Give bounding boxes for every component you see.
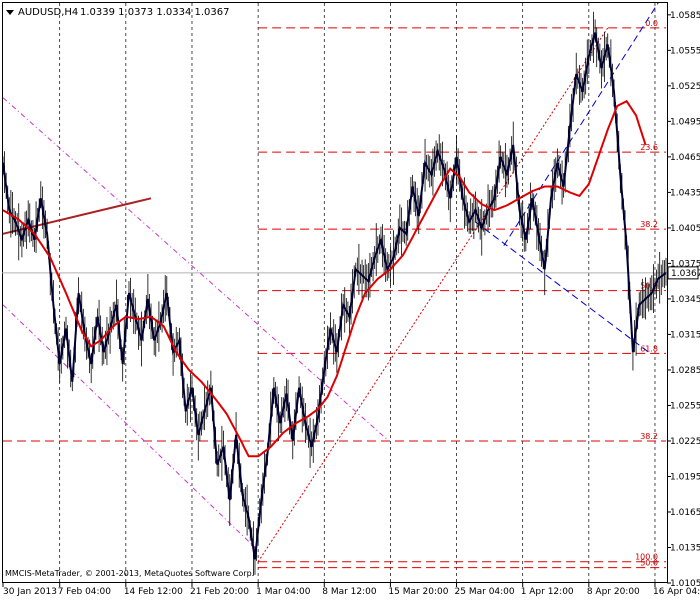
y-tick-label: 1.0465 (670, 153, 700, 163)
y-tick-label: 1.0255 (670, 401, 700, 411)
current-price-tag: 1.0367 (667, 266, 700, 280)
x-tick-label: 1 Apr 12:00 (521, 587, 574, 597)
y-tick-label: 1.0435 (670, 188, 700, 198)
y-tick-label: 1.0225 (670, 437, 700, 447)
fib-level-label: 100.0 (635, 553, 658, 562)
x-tick-label: 15 Mar 20:00 (388, 587, 448, 597)
y-tick-label: 1.0135 (670, 543, 700, 553)
tangent-line (475, 221, 649, 353)
fib-level-label: 38.2 (640, 220, 658, 229)
series (2, 32, 667, 560)
x-tick-label: 8 Mar 12:00 (322, 587, 377, 597)
x-tick-label: 8 Apr 20:00 (587, 587, 640, 597)
y-tick-label: 1.0375 (670, 259, 700, 269)
x-tick-label: 14 Feb 12:00 (124, 587, 183, 597)
ohlc-label: 1.0339 1.0373 1.0334 1.0367 (80, 7, 230, 18)
grid (2, 3, 667, 583)
fib-level-label: 50.0 (640, 282, 658, 291)
current-price-value: 1.0367 (671, 269, 700, 279)
symbol-label: AUDUSD,H4 (18, 7, 78, 18)
fib-level-label: 50.0 (640, 559, 658, 568)
y-tick-label: 1.0105 (670, 579, 700, 589)
y-tick-label: 1.0315 (670, 330, 700, 340)
x-tick-label: 16 Apr 04:00 (653, 587, 700, 597)
chart-header: AUDUSD,H4 1.0339 1.0373 1.0334 1.0367 (6, 7, 230, 18)
tangent-line (503, 2, 659, 246)
x-tick-label: 21 Feb 20:00 (190, 587, 249, 597)
x-tick-label: 30 Jan 2013 (3, 587, 57, 597)
y-tick-label: 1.0525 (670, 82, 700, 92)
fib-level-label: 61.8 (640, 344, 658, 353)
current-price-tag-box (667, 266, 699, 280)
channel-line (2, 304, 256, 548)
y-tick-label: 1.0285 (670, 366, 700, 376)
y-tick-label: 1.0195 (670, 472, 700, 482)
y-tick-label: 1.0495 (670, 117, 700, 127)
channel-line (2, 97, 390, 442)
copyright-credit: MMCIS-MetaTrader, © 2001-2013, MetaQuote… (5, 569, 254, 578)
x-tick-label: 7 Feb 04:00 (58, 587, 112, 597)
fib-level-label: 23.6 (640, 143, 658, 152)
y-tick-label: 1.0345 (670, 295, 700, 305)
x-tick-label: 1 Mar 04:00 (256, 587, 311, 597)
x-tick-label: 25 Mar 04:00 (455, 587, 515, 597)
fib-level-label: 0.0 (645, 19, 658, 28)
price-line (2, 32, 667, 560)
y-tick-label: 1.0585 (670, 11, 700, 21)
chart-border (2, 2, 668, 583)
axes: 30 Jan 2013 7 Feb 04:00 14 Feb 12:00 21 Feb… (2, 11, 700, 597)
moving-average-line (2, 99, 647, 458)
dropdown-triangle-icon[interactable] (6, 10, 14, 15)
y-tick-label: 1.0405 (670, 224, 700, 234)
y-tick-label: 1.0555 (670, 46, 700, 56)
y-tick-label: 1.0165 (670, 508, 700, 518)
fib-level-label: 38.2 (640, 432, 658, 441)
